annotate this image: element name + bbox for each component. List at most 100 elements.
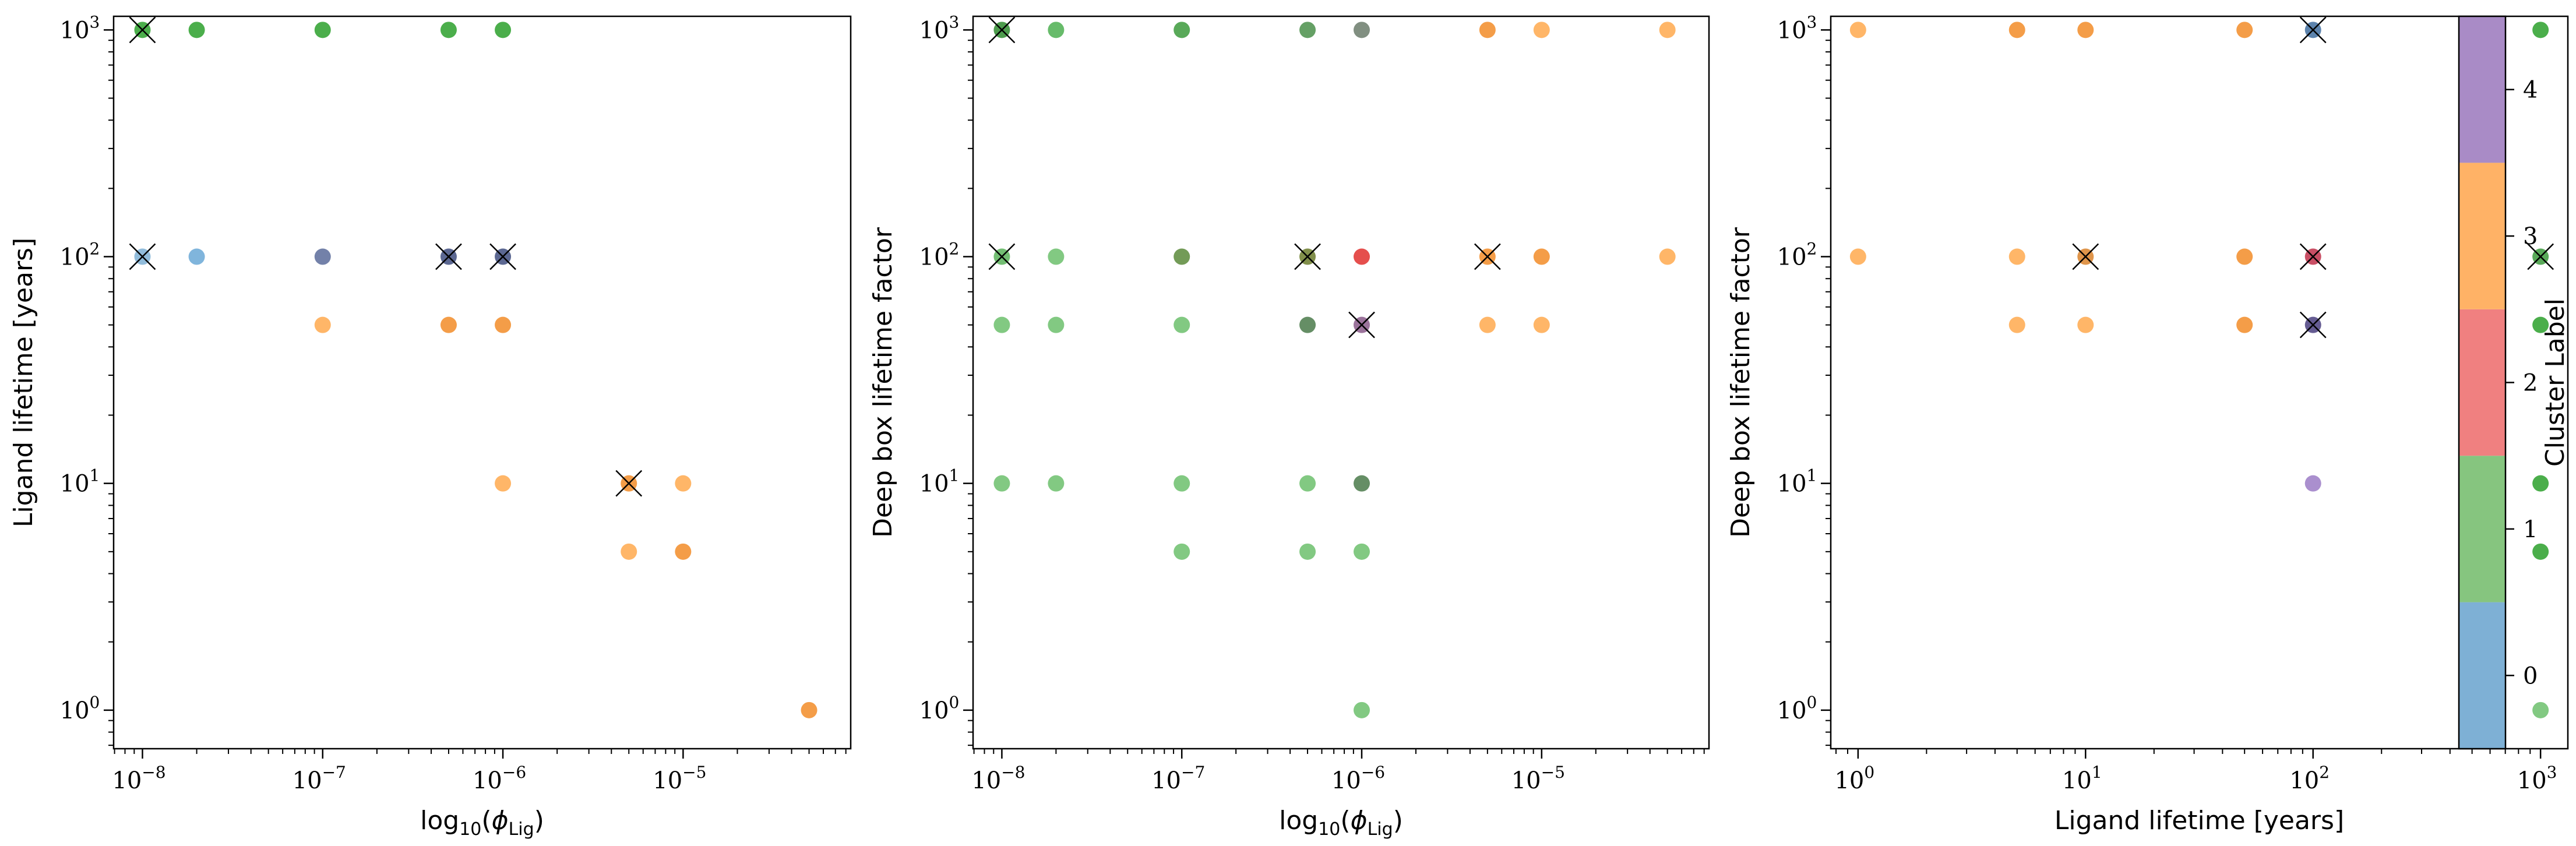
data-point <box>188 248 205 265</box>
scatter-panel-2: 10−8 10−7 10−6 10−5 100 101 102 103 log10(ϕLig) D… <box>868 12 1710 840</box>
data-point <box>2532 316 2549 333</box>
data-point <box>1048 475 1065 492</box>
x-tick-label: 10−6 <box>1331 763 1385 794</box>
y-tick-label: 103 <box>60 12 100 44</box>
x-tick-label: 10−5 <box>653 763 706 794</box>
x-marker <box>988 243 1016 270</box>
data-point <box>1174 543 1190 560</box>
y-axis-label: Deep box lifetime factor <box>1726 227 1756 538</box>
data-point <box>1533 22 1550 38</box>
data-point <box>2304 475 2321 492</box>
x-tick-label: 10−8 <box>971 763 1025 794</box>
x-tick-label: 10−8 <box>112 763 165 794</box>
data-point <box>1354 475 1370 492</box>
data-point <box>1354 248 1370 265</box>
x-marker <box>615 470 643 497</box>
data-point <box>2077 316 2094 333</box>
y-tick-label: 100 <box>1777 693 1817 724</box>
colorbar-segment <box>2459 456 2505 602</box>
y-tick-label: 102 <box>60 239 100 271</box>
data-point <box>1479 22 1496 38</box>
y-tick-label: 100 <box>60 693 100 724</box>
scatter-panel-1: 10−8 10−7 10−6 10−5 100 101 102 103 log10(ϕLig) L… <box>9 12 852 840</box>
data-point <box>2532 22 2549 38</box>
colorbar-tick-label: 2 <box>2523 370 2538 397</box>
y-tick-label: 100 <box>919 693 960 724</box>
colorbar-tick-label: 3 <box>2523 223 2538 250</box>
data-point <box>495 316 512 333</box>
y-tick-label: 101 <box>919 466 960 498</box>
data-point <box>1174 316 1190 333</box>
x-marker <box>2299 311 2327 339</box>
data-point <box>2532 543 2549 560</box>
data-point <box>1354 702 1370 718</box>
minor-ticks <box>108 40 847 754</box>
data-point <box>1659 22 1676 38</box>
x-marker <box>1474 243 1501 270</box>
data-points <box>129 16 817 718</box>
colorbar-segment <box>2459 163 2505 309</box>
x-marker <box>129 243 156 270</box>
data-point <box>1479 316 1496 333</box>
data-point <box>1533 248 1550 265</box>
data-point <box>1299 316 1316 333</box>
data-point <box>495 22 512 38</box>
x-marker <box>1294 243 1321 270</box>
data-point <box>1048 316 1065 333</box>
data-point <box>621 543 637 560</box>
plot-frame <box>112 15 852 750</box>
data-point <box>1354 543 1370 560</box>
y-tick-label: 101 <box>1777 466 1817 498</box>
data-point <box>1174 248 1190 265</box>
data-point <box>314 248 331 265</box>
colorbar-label: Cluster Label <box>2540 298 2570 467</box>
data-point <box>1048 22 1065 38</box>
y-tick-label: 102 <box>1777 239 1817 271</box>
x-marker <box>2072 243 2099 270</box>
colorbar-tick-label: 4 <box>2523 77 2538 104</box>
x-tick-label: 102 <box>2289 763 2330 794</box>
x-tick-label: 10−6 <box>473 763 526 794</box>
minor-ticks <box>968 40 1705 754</box>
data-point <box>2532 702 2549 718</box>
y-tick-label: 102 <box>919 239 960 271</box>
data-point <box>2236 22 2253 38</box>
data-point <box>1174 475 1190 492</box>
x-axis-label: log10(ϕLig) <box>1279 806 1403 840</box>
data-point <box>1299 543 1316 560</box>
x-marker <box>2527 243 2554 270</box>
data-point <box>1299 475 1316 492</box>
colorbar-segment <box>2459 309 2505 456</box>
x-marker <box>2299 16 2327 44</box>
data-point <box>1849 22 1866 38</box>
x-marker <box>129 16 156 44</box>
y-tick-label: 101 <box>60 466 100 498</box>
x-tick-label: 10−7 <box>293 763 346 794</box>
colorbar: 0 1 2 3 4 Cluster Label <box>2458 15 2570 750</box>
data-point <box>1659 248 1676 265</box>
x-axis-label: Ligand lifetime [years] <box>2055 806 2344 836</box>
data-point <box>2008 22 2025 38</box>
data-point <box>1354 22 1370 38</box>
x-marker <box>435 243 462 270</box>
data-point <box>993 475 1010 492</box>
data-point <box>2008 248 2025 265</box>
data-point <box>675 543 692 560</box>
x-tick-label: 10−5 <box>1511 763 1565 794</box>
minor-ticks <box>1826 40 2531 754</box>
y-axis-label: Deep box lifetime factor <box>868 227 898 538</box>
x-tick-label: 100 <box>1834 763 1874 794</box>
data-point <box>495 475 512 492</box>
data-point <box>801 702 817 718</box>
x-tick-label: 10−7 <box>1151 763 1205 794</box>
x-tick-label: 101 <box>2062 763 2102 794</box>
panels: 10−8 10−7 10−6 10−5 100 101 102 103 log10(ϕLig) L… <box>9 12 2569 840</box>
data-point <box>440 22 457 38</box>
data-point <box>1174 22 1190 38</box>
x-marker <box>1348 311 1375 339</box>
data-point <box>314 316 331 333</box>
data-point <box>1849 248 1866 265</box>
data-point <box>2008 316 2025 333</box>
colorbar-tick-label: 1 <box>2523 516 2538 543</box>
